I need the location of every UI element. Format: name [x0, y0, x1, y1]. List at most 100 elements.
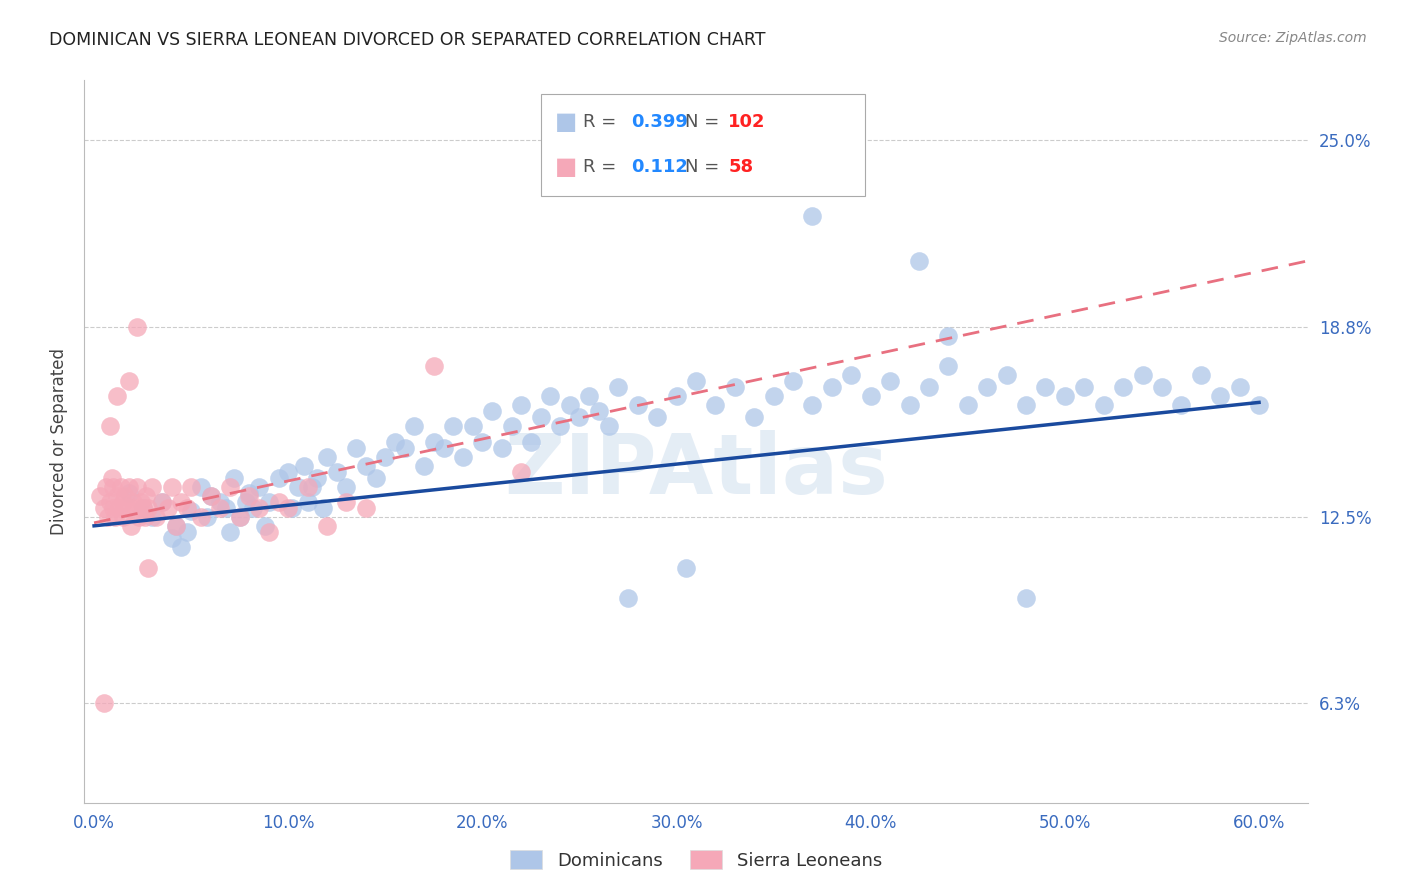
Point	[627, 398, 650, 412]
Point	[209, 494, 232, 508]
Point	[364, 471, 387, 485]
Point	[354, 500, 377, 515]
Point	[100, 471, 122, 485]
Point	[384, 434, 406, 449]
Point	[1132, 368, 1154, 383]
Point	[129, 494, 152, 508]
Point	[1189, 368, 1212, 383]
Point	[374, 450, 396, 464]
Point	[89, 489, 111, 503]
Point	[956, 398, 979, 412]
Point	[235, 494, 257, 508]
Point	[209, 500, 232, 515]
Text: 102: 102	[728, 113, 766, 131]
Point	[1112, 380, 1135, 394]
Point	[859, 389, 882, 403]
Point	[122, 494, 145, 508]
Point	[724, 380, 747, 394]
Point	[821, 380, 844, 394]
Point	[441, 419, 464, 434]
Text: DOMINICAN VS SIERRA LEONEAN DIVORCED OR SEPARATED CORRELATION CHART: DOMINICAN VS SIERRA LEONEAN DIVORCED OR …	[49, 31, 766, 49]
Point	[558, 398, 581, 412]
Text: N =: N =	[685, 158, 724, 176]
Point	[461, 419, 484, 434]
Point	[520, 434, 543, 449]
Point	[394, 441, 416, 455]
Point	[685, 375, 707, 389]
Point	[588, 404, 610, 418]
Point	[908, 254, 931, 268]
Point	[976, 380, 998, 394]
Text: 58: 58	[728, 158, 754, 176]
Point	[292, 458, 315, 473]
Point	[607, 380, 630, 394]
Point	[1247, 398, 1270, 412]
Point	[510, 398, 533, 412]
Point	[598, 419, 620, 434]
Point	[404, 419, 426, 434]
Point	[165, 519, 187, 533]
Point	[118, 480, 141, 494]
Point	[413, 458, 436, 473]
Point	[103, 480, 125, 494]
Point	[267, 471, 290, 485]
Point	[215, 500, 238, 515]
Point	[150, 494, 173, 508]
Point	[344, 441, 367, 455]
Point	[219, 480, 242, 494]
Point	[125, 480, 148, 494]
Point	[297, 494, 319, 508]
Point	[138, 500, 160, 515]
Point	[1015, 591, 1038, 606]
Point	[160, 531, 183, 545]
Point	[1053, 389, 1076, 403]
Point	[879, 375, 901, 389]
Point	[301, 480, 323, 494]
Point	[423, 434, 446, 449]
Text: N =: N =	[685, 113, 724, 131]
Point	[742, 410, 765, 425]
Point	[530, 410, 553, 425]
Point	[228, 509, 250, 524]
Point	[138, 561, 160, 575]
Point	[103, 500, 125, 515]
Point	[267, 494, 290, 508]
Point	[238, 485, 260, 500]
Point	[617, 591, 640, 606]
Text: ■: ■	[555, 155, 578, 178]
Point	[105, 489, 128, 503]
Point	[176, 524, 198, 539]
Point	[200, 489, 222, 503]
Point	[782, 375, 804, 389]
Point	[316, 450, 339, 464]
Point	[578, 389, 600, 403]
Point	[118, 375, 141, 389]
Point	[115, 500, 138, 515]
Text: 0.399: 0.399	[631, 113, 688, 131]
Point	[104, 509, 127, 524]
Point	[801, 209, 824, 223]
Point	[141, 509, 163, 524]
Point	[160, 480, 183, 494]
Point	[1170, 398, 1192, 412]
Point	[335, 480, 357, 494]
Point	[247, 480, 270, 494]
Point	[238, 489, 260, 503]
Point	[538, 389, 561, 403]
Point	[316, 519, 339, 533]
Point	[150, 494, 173, 508]
Point	[170, 494, 193, 508]
Point	[938, 329, 960, 343]
Point	[898, 398, 921, 412]
Point	[94, 480, 117, 494]
Point	[481, 404, 503, 418]
Point	[297, 480, 319, 494]
Point	[131, 500, 153, 515]
Point	[335, 494, 357, 508]
Point	[98, 494, 121, 508]
Point	[287, 480, 309, 494]
Point	[501, 419, 523, 434]
Point	[354, 458, 377, 473]
Point	[1229, 380, 1251, 394]
Point	[281, 500, 304, 515]
